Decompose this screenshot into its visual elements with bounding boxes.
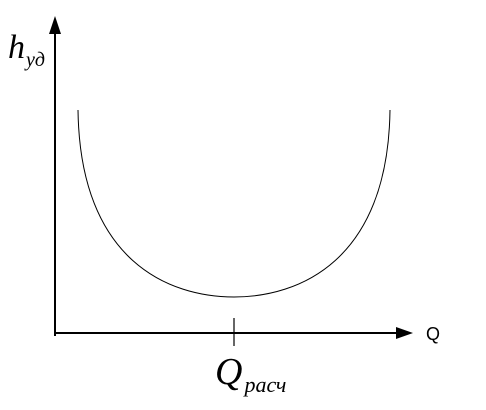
marker-label-main: Q [215, 351, 242, 393]
marker-label: Qрасч [215, 351, 286, 397]
marker-label-subscript: расч [242, 372, 286, 397]
y-axis-arrow [49, 16, 61, 34]
y-axis-label-main: h [8, 29, 25, 66]
x-axis-arrow [396, 327, 413, 339]
x-axis-label: Q [426, 324, 440, 344]
y-axis-label-subscript: уд [24, 49, 45, 71]
curve [77, 109, 391, 298]
y-axis-label: hуд [8, 29, 45, 71]
